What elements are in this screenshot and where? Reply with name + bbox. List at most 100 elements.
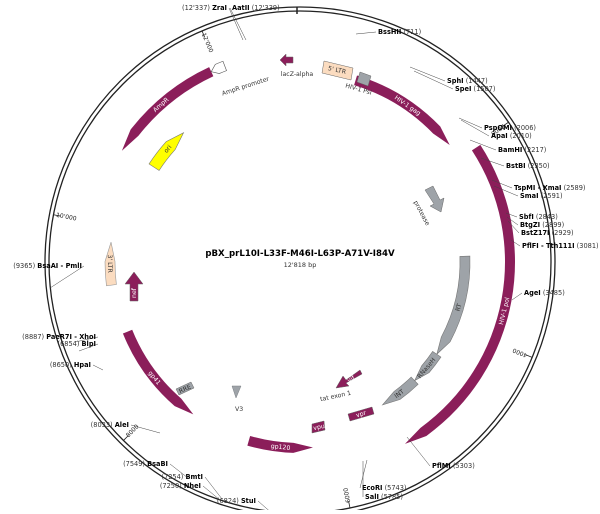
site-name: PspOMI	[484, 124, 512, 132]
restriction-site: EcoRI (5743)	[362, 484, 407, 492]
site-position: (8887)	[22, 333, 46, 341]
vpr-arrow-label: vpr	[355, 410, 367, 420]
site-name: BstBI	[506, 162, 526, 170]
restriction-site: SpeI (1507)	[455, 85, 495, 93]
restriction-site: (7254) BmtI	[161, 473, 203, 481]
protease-arrow	[424, 185, 445, 213]
site-name: BsaAI - PmlI	[37, 262, 82, 270]
rre-box	[175, 381, 195, 396]
site-leader	[505, 212, 518, 218]
site-leader	[406, 436, 431, 467]
site-position: (7254)	[161, 473, 185, 481]
restriction-site: (9365) BsaAI - PmlI	[13, 262, 82, 270]
site-position: (1447)	[464, 77, 488, 85]
restriction-site: ApaI (2010)	[491, 132, 532, 140]
restriction-sites: (12'337) ZraI AatII (12'339) BssHII (711) S…	[13, 4, 599, 514]
site-leader	[78, 343, 99, 352]
site-position: (3485)	[541, 289, 565, 297]
tick-mark	[348, 501, 351, 509]
site-name: SalI	[365, 493, 379, 501]
site-name: BmtI	[185, 473, 203, 481]
tick-mark	[502, 121, 509, 127]
site-leader	[491, 179, 513, 189]
restriction-site: PflFI - Tth111I (3081)	[522, 242, 599, 250]
site-position: (8033)	[91, 421, 115, 429]
site-leader	[409, 66, 446, 82]
rre-box-label: RRE	[178, 384, 192, 396]
restriction-site: AgeI (3485)	[524, 289, 565, 297]
restriction-site: SbfI (2843)	[519, 213, 558, 221]
site-position: (2589)	[561, 184, 585, 192]
ampr-promoter-label: AmpR promoter	[221, 76, 270, 98]
site-name: EcoRI	[362, 484, 382, 492]
restriction-site: BamHI (2217)	[498, 146, 546, 154]
gp120-arrow-label: gp120	[270, 443, 290, 452]
restriction-site: TspMI - XmaI (2589)	[514, 184, 586, 192]
site-name: BstZ17I	[521, 229, 550, 237]
site-name: SphI	[447, 77, 464, 85]
site-position: (5785)	[379, 493, 403, 501]
lacz-arrow	[279, 53, 294, 67]
site-name: BsaBI	[147, 460, 168, 468]
plasmid-size: 12'818 bp	[284, 261, 317, 269]
site-position: (12'339)	[250, 4, 280, 12]
site-position: (5743)	[382, 484, 406, 492]
restriction-site: SphI (1447)	[447, 77, 488, 85]
site-position: (711)	[401, 28, 421, 36]
int-arrow-label: INT	[393, 388, 406, 400]
site-leader	[204, 476, 223, 500]
restriction-site: BstZ17I (2929)	[521, 229, 574, 237]
site-leader	[460, 119, 490, 137]
restriction-site: BstBI (2350)	[506, 162, 550, 170]
site-leader	[359, 459, 368, 489]
ampr-promoter	[210, 60, 227, 74]
site-position: (7549)	[123, 460, 147, 468]
site-leader	[510, 239, 521, 247]
site-name: PflFI - Tth111I	[522, 242, 575, 250]
site-leader	[511, 292, 523, 301]
restriction-site: BtgZI (2899)	[520, 221, 564, 229]
site-position: (2010)	[508, 132, 532, 140]
site-leader	[130, 424, 161, 434]
site-name: BlpI	[82, 340, 96, 348]
site-position: (2350)	[526, 162, 550, 170]
restriction-site: (7250) NheI	[160, 482, 201, 490]
tat-label: tat exon 1	[320, 390, 352, 403]
restriction-site: (7549) BsaBI	[123, 460, 168, 468]
vif-arrow-label: vif	[346, 374, 357, 385]
site-leader	[169, 463, 189, 479]
site-name: TspMI - XmaI	[514, 184, 561, 192]
site-leader	[507, 220, 520, 234]
restriction-site: (6854) BlpI	[58, 340, 97, 348]
site-leader	[458, 117, 483, 129]
v3-label: V3	[235, 406, 243, 413]
vpu-arrow	[311, 420, 326, 434]
restriction-site: (12'337) ZraI	[182, 4, 227, 12]
site-position: (2217)	[522, 146, 546, 154]
site-leader	[202, 485, 221, 501]
site-leader	[229, 7, 247, 41]
vpr-arrow	[347, 406, 375, 422]
restriction-site: AatII (12'339)	[232, 4, 280, 12]
site-position: (5303)	[451, 462, 475, 470]
site-name: AleI	[115, 421, 129, 429]
rt-arrow-label: RT	[455, 303, 464, 312]
restriction-site: (8650) HpaI	[50, 361, 91, 369]
site-name: BssHII	[378, 28, 401, 36]
site-position: (2591)	[539, 192, 563, 200]
ltr3-feature	[104, 242, 117, 287]
restriction-site: PspOMI (2006)	[484, 124, 536, 132]
site-position: (8650)	[50, 361, 74, 369]
rnaseh-arrow	[413, 351, 442, 382]
nef-arrow-label: nef	[131, 287, 138, 298]
tick-mark	[525, 354, 533, 358]
site-leader	[355, 31, 377, 35]
site-leader	[480, 157, 505, 167]
tick-label: 10'000	[55, 212, 77, 223]
site-position: (6824)	[217, 497, 241, 505]
site-leader	[92, 364, 104, 371]
site-name: PflMI	[432, 462, 451, 470]
nef-arrow	[124, 271, 144, 302]
restriction-site: BssHII (711)	[378, 28, 421, 36]
